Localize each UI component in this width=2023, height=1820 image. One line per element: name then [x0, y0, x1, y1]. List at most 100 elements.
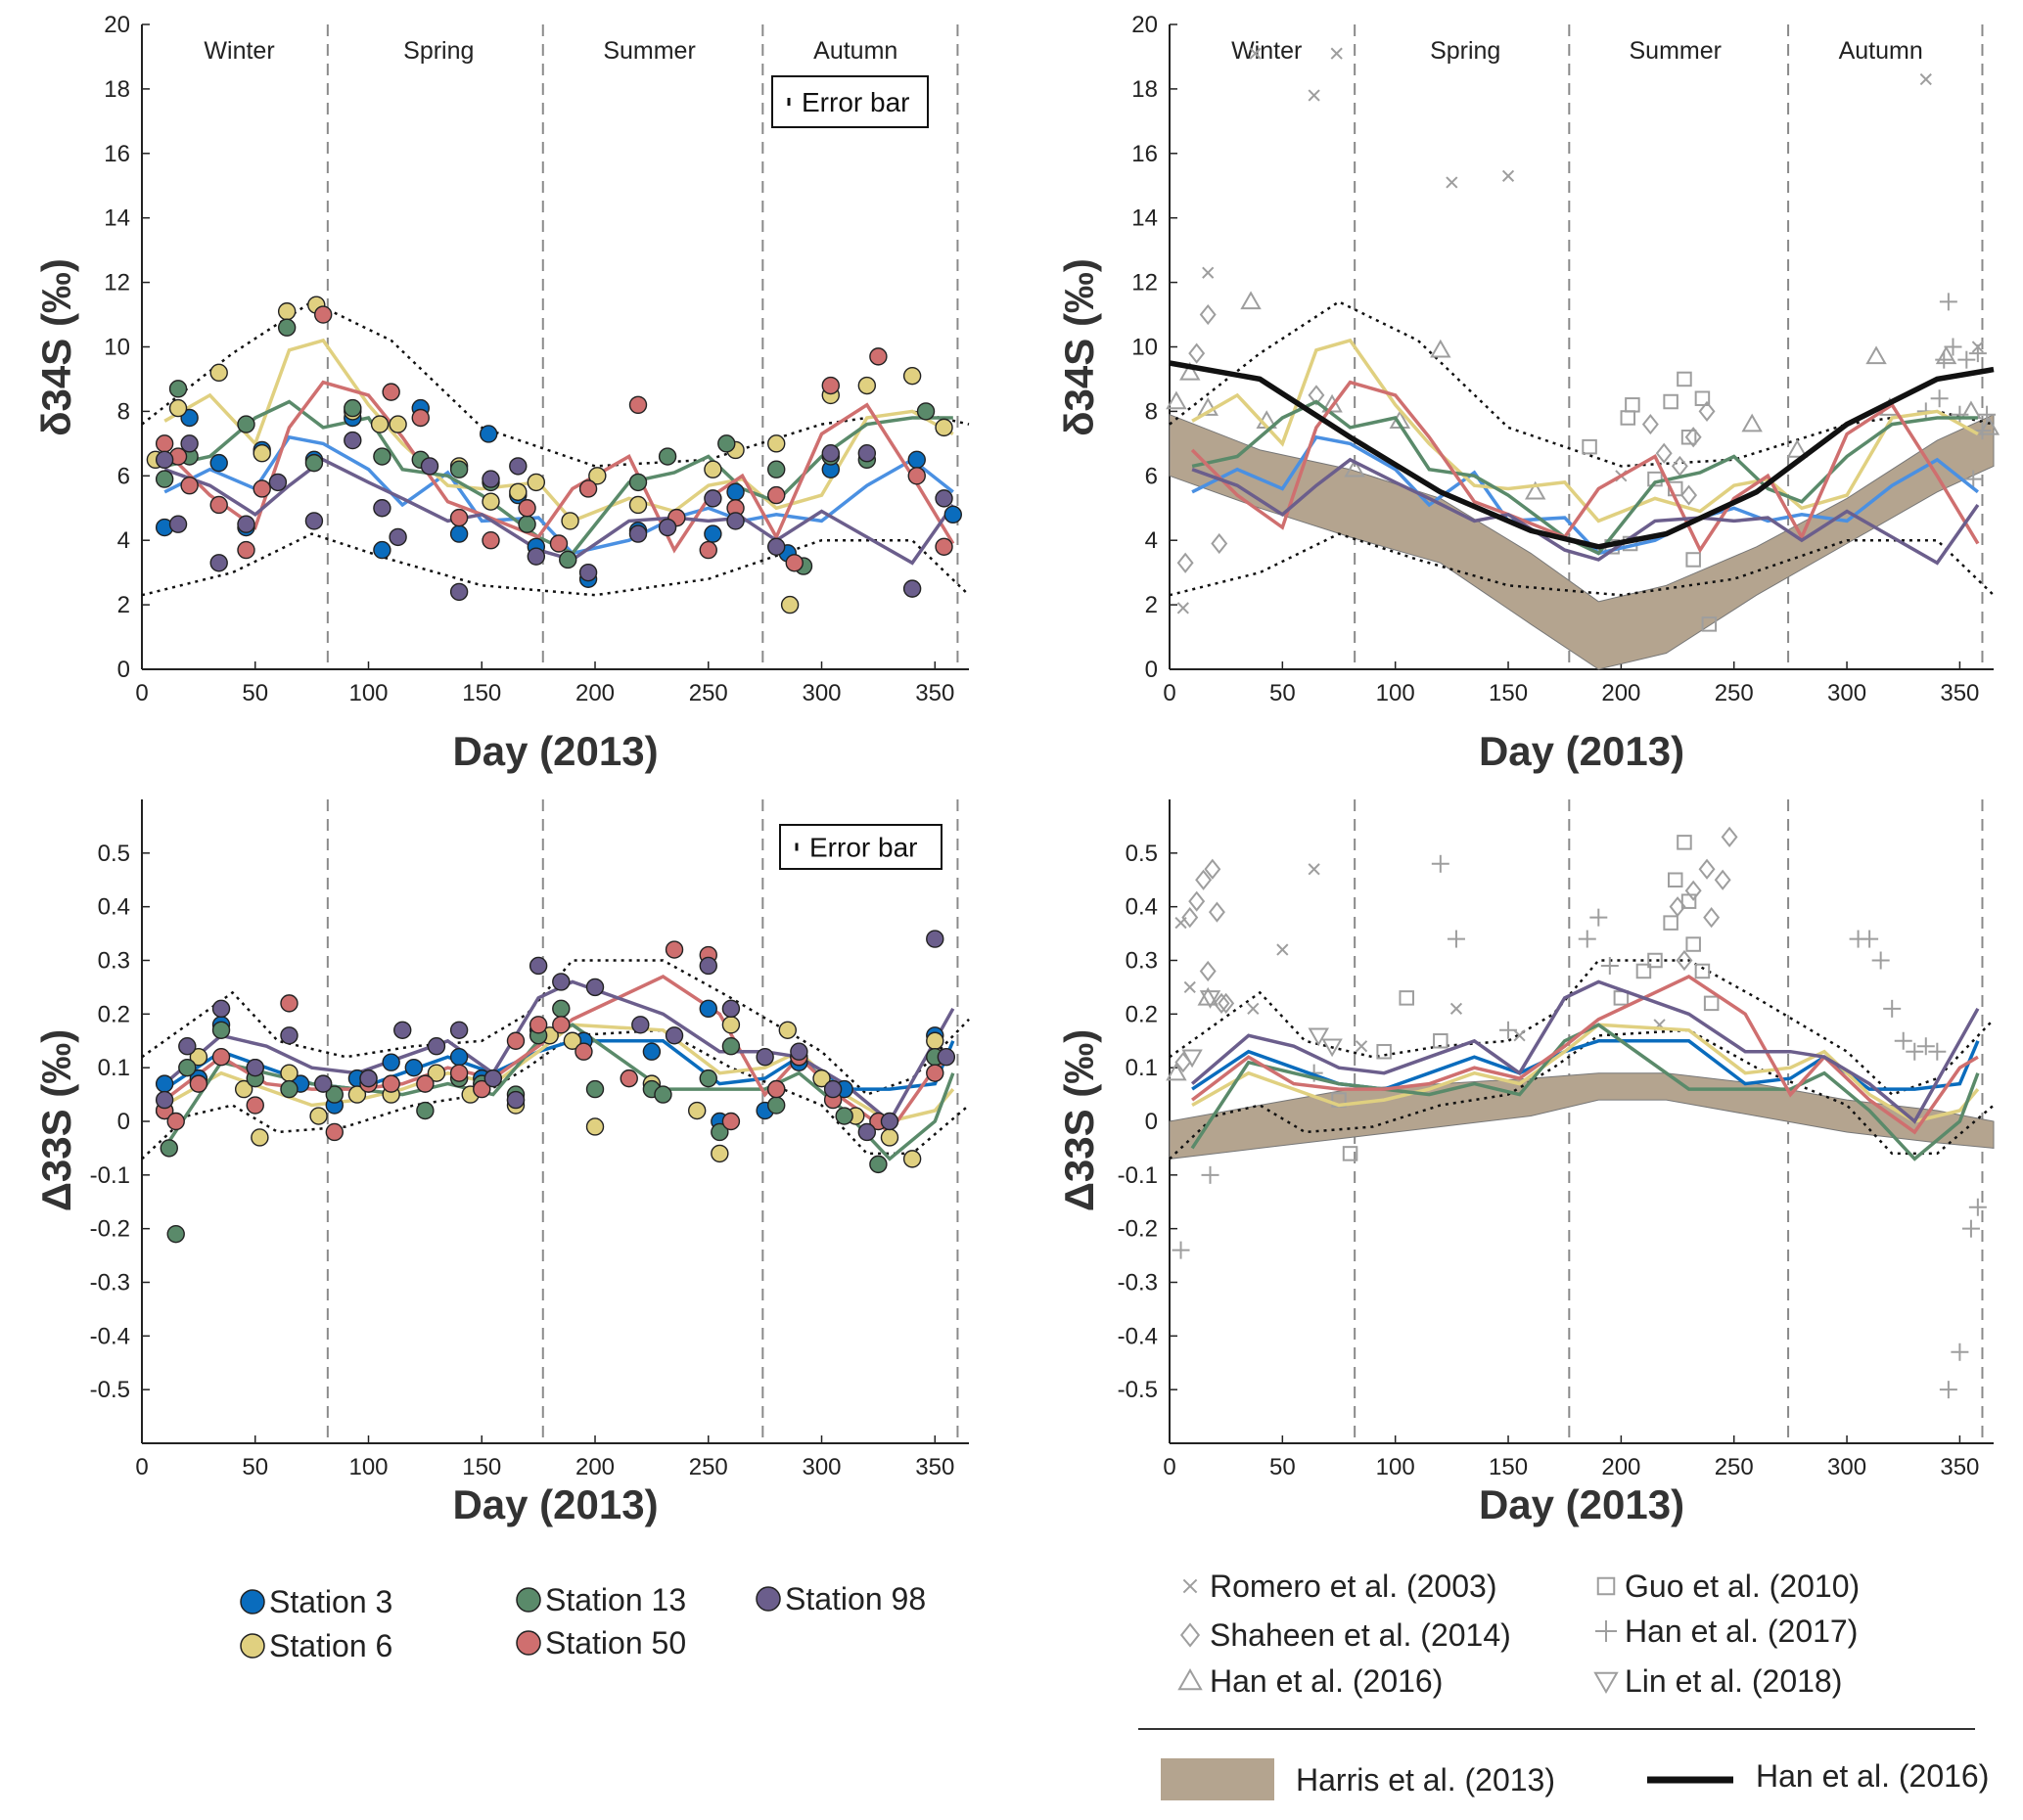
point-station50	[665, 940, 684, 959]
lit-marker-plus	[1861, 930, 1879, 948]
season-label-spring: Spring	[403, 37, 474, 65]
point-station13	[416, 1101, 435, 1120]
lit-marker-square	[1433, 1033, 1448, 1049]
point-station50	[821, 376, 840, 395]
point-station6	[527, 473, 546, 492]
point-station3	[404, 1058, 424, 1077]
point-station98	[821, 444, 840, 463]
point-station3	[642, 1042, 662, 1061]
lit-marker-x-b	[1501, 169, 1515, 182]
point-station98	[268, 473, 288, 492]
y-axis-label: Δ33S (‰)	[1056, 1029, 1102, 1212]
y-tick-label: -0.3	[90, 1270, 130, 1297]
lit-marker-x-b	[1308, 89, 1320, 102]
x-axis-label: Day (2013)	[1479, 1481, 1684, 1527]
point-station6	[280, 1064, 299, 1082]
lit-marker-triangle-down	[1308, 1027, 1329, 1047]
y-tick-label: -0.5	[1118, 1377, 1158, 1403]
lit-marker-diamond	[1655, 442, 1673, 464]
point-station50	[166, 1112, 185, 1131]
y-tick-label: 2	[117, 592, 130, 618]
lit-marker-square	[1635, 963, 1652, 979]
point-station50	[506, 1031, 526, 1050]
legend-stations: Station 3 Station 6 Station 13 Station 5…	[240, 1581, 926, 1663]
point-station50	[209, 495, 228, 515]
lit-marker-square	[1625, 397, 1640, 413]
x-tick-label: 350	[1940, 1454, 1979, 1480]
lit-marker-x	[1183, 980, 1196, 994]
point-station98	[393, 1021, 412, 1039]
point-station50	[189, 1074, 208, 1093]
lit-marker-plus	[1961, 1219, 1980, 1238]
y-tick-label: 0.4	[98, 894, 130, 921]
lit-marker-square	[1703, 995, 1720, 1012]
y-tick-label: 2	[1145, 592, 1158, 618]
x-tick-label: 200	[575, 680, 615, 706]
lit-marker-x	[1355, 1040, 1368, 1053]
lit-marker-x	[1449, 1002, 1463, 1015]
x-tick-label: 150	[462, 1454, 501, 1480]
lit-marker-x	[1501, 169, 1515, 182]
x-tick-label: 100	[1376, 680, 1415, 706]
point-station13	[699, 1069, 717, 1088]
point-station98	[935, 489, 953, 508]
lit-marker-x	[1176, 602, 1189, 614]
lit-marker-diamond	[1641, 413, 1659, 435]
legend-label-han-2017: Han et al. (2017)	[1625, 1614, 1858, 1649]
x-tick-label: 0	[135, 1454, 148, 1480]
point-station3	[943, 505, 962, 524]
point-station50	[211, 1047, 231, 1067]
y-tick-label: 0.3	[98, 948, 130, 975]
lit-marker-triangle	[1179, 361, 1201, 381]
legend-marker-station-6	[240, 1633, 265, 1659]
lit-marker-plus	[1589, 908, 1608, 927]
x-tick-label: 300	[1827, 1454, 1866, 1480]
point-station98	[178, 1037, 197, 1056]
lit-marker-x-b	[1330, 47, 1343, 60]
point-station6	[309, 1107, 328, 1125]
series-line-station6	[1191, 338, 1979, 523]
point-station50	[869, 347, 888, 366]
point-station6	[482, 492, 500, 511]
x-axis-label: Day (2013)	[1479, 728, 1684, 774]
lit-marker-plus	[1600, 956, 1619, 975]
point-station3	[180, 408, 199, 428]
error-band-lower	[1169, 1028, 1995, 1160]
lit-marker-plus	[1906, 1042, 1924, 1061]
series-line-station98	[1191, 457, 1980, 566]
x-axis-label: Day (2013)	[452, 728, 658, 774]
lit-marker-x-b	[1202, 266, 1215, 279]
legend-marker-shape-triangle-down	[1593, 1671, 1619, 1695]
lit-marker-diamond	[1188, 890, 1206, 912]
y-tick-label: 20	[104, 12, 130, 38]
han-2016-fit-line	[1169, 360, 1995, 550]
point-station13	[344, 398, 362, 418]
point-station98	[155, 450, 174, 470]
lit-marker-square	[1694, 390, 1711, 406]
lit-marker-plus	[1871, 951, 1890, 970]
point-station50	[767, 485, 786, 505]
lit-marker-x	[1308, 863, 1320, 876]
point-station3	[480, 425, 498, 443]
point-station50	[449, 1064, 469, 1082]
point-station13	[711, 1122, 729, 1142]
point-station6	[563, 1031, 582, 1050]
point-station98	[482, 470, 500, 488]
lit-marker-triangle	[1430, 339, 1451, 358]
lit-marker-square	[1667, 872, 1683, 887]
series-line-station50	[1191, 974, 1979, 1135]
lit-marker-plus	[1957, 350, 1976, 369]
x-tick-label: 300	[802, 680, 841, 706]
lit-marker-triangle	[1935, 345, 1957, 365]
series-line-station50	[162, 380, 955, 554]
lit-marker-triangle	[1978, 416, 2000, 435]
legend-marker-shape-x-b	[1182, 1578, 1198, 1594]
lit-marker-plus	[1968, 344, 1987, 363]
lit-marker-plus	[1930, 389, 1949, 408]
point-station6	[253, 444, 271, 463]
point-station98	[155, 1090, 174, 1110]
lit-marker-x	[1247, 1002, 1260, 1015]
legend-literature: Romero et al. (2003) Shaheen et al. (201…	[1177, 1569, 1860, 1699]
y-tick-label: -0.1	[90, 1162, 130, 1189]
